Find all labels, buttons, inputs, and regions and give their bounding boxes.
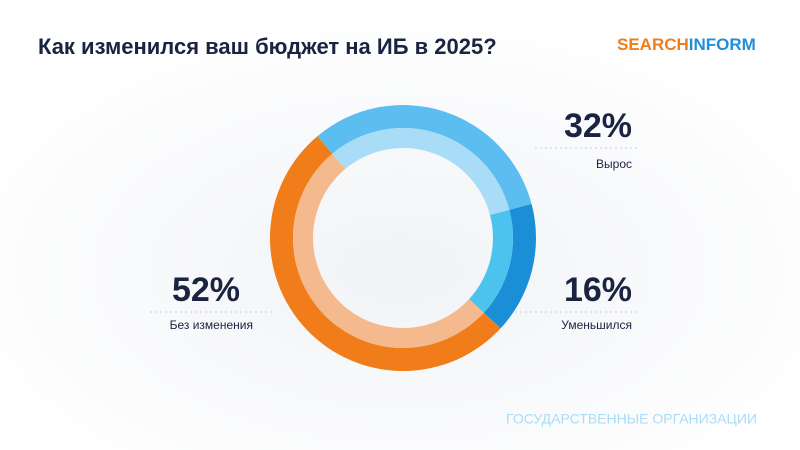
logo-part: SEARCH bbox=[617, 35, 689, 54]
value-label: 32% bbox=[564, 107, 632, 145]
category-label: Вырос bbox=[596, 157, 632, 171]
logo: SEARCHINFORM bbox=[617, 35, 756, 54]
donut-segment bbox=[270, 136, 501, 371]
donut-segment bbox=[317, 104, 532, 210]
category-label: Уменьшился bbox=[561, 318, 632, 332]
value-label: 52% bbox=[172, 271, 240, 309]
footer: ГОСУДАРСТВЕННЫЕ ОРГАНИЗАЦИИ bbox=[506, 411, 757, 427]
title: Как изменился ваш бюджет на ИБ в 2025? bbox=[38, 34, 497, 59]
donut-segment-inner bbox=[292, 153, 484, 348]
category-label: Без изменения bbox=[170, 318, 253, 332]
donut-segment-inner bbox=[469, 209, 513, 313]
donut-segment bbox=[483, 204, 537, 329]
donut-segment-inner bbox=[332, 127, 510, 216]
logo-part: INFORM bbox=[689, 35, 756, 54]
value-label: 16% bbox=[564, 271, 632, 309]
